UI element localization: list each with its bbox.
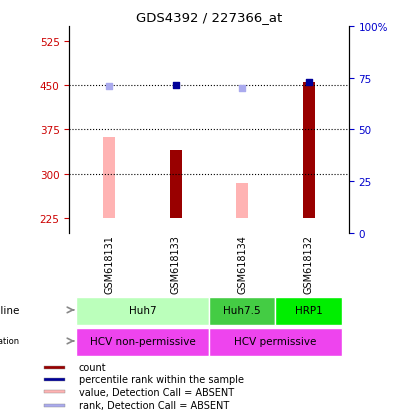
Text: GSM618134: GSM618134	[237, 235, 247, 294]
Bar	[170, 151, 182, 218]
Bar	[236, 183, 248, 218]
Bar	[44, 366, 66, 369]
Text: genotype/variation: genotype/variation	[0, 337, 19, 346]
Text: GSM618133: GSM618133	[171, 235, 181, 294]
Point	[305, 80, 312, 86]
Point	[106, 84, 113, 90]
Text: value, Detection Call = ABSENT: value, Detection Call = ABSENT	[79, 387, 234, 397]
Text: GSM618131: GSM618131	[104, 235, 114, 294]
Bar	[103, 138, 115, 218]
Point	[239, 85, 246, 92]
Text: rank, Detection Call = ABSENT: rank, Detection Call = ABSENT	[79, 400, 229, 410]
Bar	[44, 378, 66, 381]
Bar	[276, 297, 342, 325]
Text: Huh7.5: Huh7.5	[223, 305, 261, 315]
Title: GDS4392 / 227366_at: GDS4392 / 227366_at	[136, 11, 282, 24]
Bar	[44, 390, 66, 393]
Bar	[76, 297, 209, 325]
Bar	[303, 83, 315, 218]
Text: HRP1: HRP1	[295, 305, 323, 315]
Text: Huh7: Huh7	[129, 305, 156, 315]
Bar	[76, 328, 209, 356]
Text: percentile rank within the sample: percentile rank within the sample	[79, 375, 244, 385]
Bar	[44, 404, 66, 407]
Text: HCV non-permissive: HCV non-permissive	[89, 336, 195, 346]
Text: count: count	[79, 362, 107, 372]
Point	[172, 83, 179, 89]
Text: cell line: cell line	[0, 305, 19, 315]
Bar	[209, 328, 342, 356]
Text: GSM618132: GSM618132	[304, 235, 314, 294]
Text: HCV permissive: HCV permissive	[234, 336, 317, 346]
Bar	[209, 297, 276, 325]
